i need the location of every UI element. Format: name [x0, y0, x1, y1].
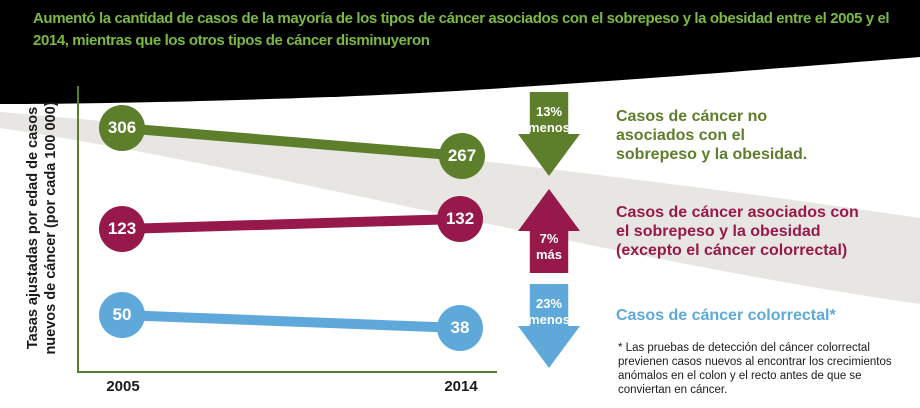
data-point-non-obesity-2014: 267	[439, 133, 485, 179]
header-banner-shape	[0, 0, 920, 104]
series-label-non-obesity: Casos de cáncer no asociados con el sobr…	[616, 108, 808, 163]
x-tick-2005: 2005	[106, 378, 140, 395]
data-value: 267	[447, 146, 477, 165]
change-word: más	[535, 247, 563, 262]
change-percent: 23%	[535, 296, 563, 311]
data-value: 50	[112, 305, 132, 324]
x-tick-2014: 2014	[444, 378, 478, 395]
change-word: menos	[528, 312, 570, 327]
series-label-colorectal: Casos de cáncer colorrectal*	[616, 307, 836, 324]
x-axis-line	[77, 371, 497, 373]
data-point-colorectal-2005: 50	[99, 292, 145, 338]
data-point-colorectal-2014: 38	[437, 305, 483, 351]
change-percent: 7%	[539, 231, 559, 246]
data-value: 123	[107, 219, 137, 238]
series-label-obesity: Casos de cáncer asociados con el sobrepe…	[616, 204, 859, 259]
change-word: menos	[528, 120, 570, 135]
change-percent: 13%	[535, 104, 563, 119]
data-value: 38	[450, 318, 470, 337]
page-title: Aumentó la cantidad de casos de la mayor…	[33, 10, 890, 49]
data-point-obesity-2014: 132	[437, 196, 483, 242]
y-axis-line	[77, 86, 79, 373]
data-value: 132	[445, 209, 475, 228]
footnote: * Las pruebas de detección del cáncer co…	[618, 342, 892, 396]
data-point-non-obesity-2005: 306	[99, 105, 145, 151]
data-value: 306	[107, 118, 137, 137]
data-point-obesity-2005: 123	[99, 206, 145, 252]
y-axis-label: Tasas ajustadas por edad de casos nuevos…	[25, 101, 59, 355]
